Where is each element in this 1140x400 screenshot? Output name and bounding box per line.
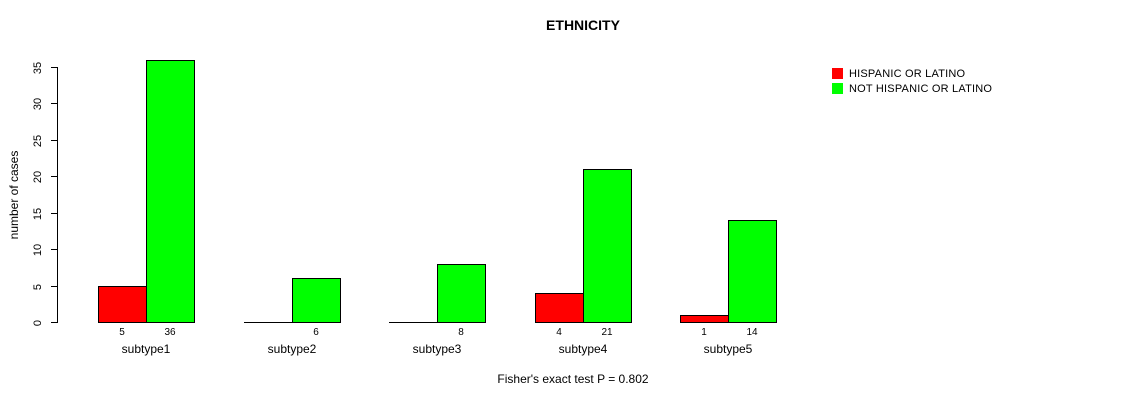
green-square-swatch-icon	[832, 83, 843, 94]
y-tick-label: 10	[32, 243, 44, 256]
bar-value-label: 21	[601, 327, 613, 338]
category-label-subtype1: subtype1	[121, 342, 171, 356]
bar-hispanic-subtype4	[535, 293, 584, 323]
y-tick-label: 25	[32, 134, 44, 147]
y-tick-label: 35	[32, 61, 44, 74]
y-axis-line	[57, 67, 58, 323]
y-tick	[51, 286, 57, 287]
category-label-subtype3: subtype3	[412, 342, 462, 356]
bar-not-hispanic-subtype2	[292, 278, 341, 323]
red-square-swatch-icon	[832, 68, 843, 79]
bar-not-hispanic-subtype4	[583, 169, 632, 323]
y-tick	[51, 67, 57, 68]
y-tick-label: 5	[32, 283, 44, 290]
y-tick	[51, 249, 57, 250]
bar-value-label: 1	[701, 327, 707, 338]
bar-value-label: 4	[556, 327, 562, 338]
y-tick-label: 0	[32, 319, 44, 326]
legend-label-hispanic: HISPANIC OR LATINO	[849, 67, 966, 80]
y-tick	[51, 140, 57, 141]
y-tick-label: 15	[32, 207, 44, 220]
legend: HISPANIC OR LATINO NOT HISPANIC OR LATIN…	[832, 66, 992, 96]
bar-hispanic-subtype5	[680, 315, 729, 323]
y-tick	[51, 213, 57, 214]
y-tick	[51, 103, 57, 104]
bar-value-label: 5	[119, 327, 125, 338]
chart-title: ETHNICITY	[546, 17, 620, 33]
bar-value-label: 8	[458, 327, 464, 338]
bar-value-label: 6	[313, 327, 319, 338]
bar-value-label: 36	[164, 327, 176, 338]
y-tick	[51, 176, 57, 177]
y-tick	[51, 322, 57, 323]
bar-not-hispanic-subtype1	[146, 60, 195, 323]
category-label-subtype2: subtype2	[267, 342, 317, 356]
legend-item-hispanic: HISPANIC OR LATINO	[832, 66, 992, 81]
bar-not-hispanic-subtype3	[437, 264, 486, 323]
bar-value-label: 14	[746, 327, 758, 338]
y-tick-label: 20	[32, 170, 44, 183]
y-tick-label: 30	[32, 97, 44, 110]
bar-hispanic-subtype1	[98, 286, 147, 323]
legend-item-not-hispanic: NOT HISPANIC OR LATINO	[832, 81, 992, 96]
category-label-subtype4: subtype4	[558, 342, 608, 356]
legend-label-not-hispanic: NOT HISPANIC OR LATINO	[849, 82, 993, 95]
y-axis-title: number of cases	[7, 150, 21, 240]
category-label-subtype5: subtype5	[703, 342, 753, 356]
bar-not-hispanic-subtype5	[728, 220, 777, 323]
annotation-pvalue: Fisher's exact test P = 0.802	[497, 372, 649, 386]
